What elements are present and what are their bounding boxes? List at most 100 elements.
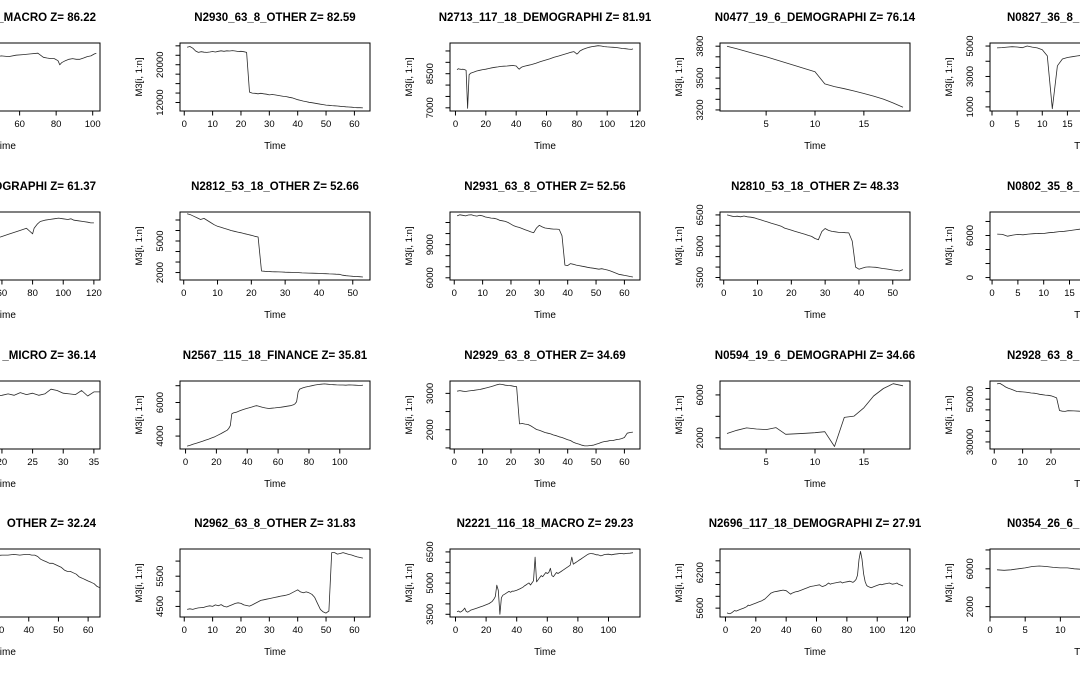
x-axis-label: Time: [1074, 310, 1080, 321]
x-tick-label: 60: [273, 457, 284, 468]
plot-svg: N2929_63_8_OTHER Z= 34.69 M3[i, 1:n] 0 10 20…: [404, 350, 641, 490]
plot-cell: N2567_115_18_FINANCE Z= 35.81 M3[i, 1:n] 0…: [118, 338, 388, 507]
plot-cell: _MACRO Z= 86.22 60 80 100 Time: [0, 0, 118, 169]
plot-cell: N2221_116_18_MACRO Z= 29.23 M3[i, 1:n] 0 20…: [388, 506, 658, 675]
y-tick-label: 4000: [155, 425, 166, 446]
x-tick-label: 40: [314, 288, 325, 299]
x-tick-label: 60: [619, 457, 630, 468]
plot-svg: OTHER Z= 32.24 30 40 50 60 Time: [0, 518, 101, 658]
x-tick-label: 100: [85, 119, 101, 130]
plot-svg: N2928_63_8_ M3[i, 1:n] 0 10 20 30000 50000 Time: [944, 350, 1080, 490]
y-axis-label: M3[i, 1:n]: [404, 57, 415, 96]
x-tick-label: 10: [207, 625, 218, 636]
x-tick-label: 30: [58, 457, 69, 468]
y-tick-label: 2000: [965, 596, 976, 617]
x-axis-label: Time: [534, 647, 556, 658]
plot-cell: EMOGRAPHI Z= 61.37 60 80 100 120 Time: [0, 169, 118, 338]
plot-title: N0594_19_6_DEMOGRAPHI Z= 34.66: [715, 350, 915, 362]
series-line: [456, 214, 633, 278]
x-axis-label: Time: [0, 479, 16, 490]
series-line: [996, 565, 1080, 571]
x-tick-label: 60: [349, 119, 360, 130]
x-tick-label: 0: [992, 457, 997, 468]
x-tick-label: 10: [212, 288, 223, 299]
x-tick-label: 60: [83, 625, 94, 636]
y-tick-label: 2000: [425, 419, 436, 440]
y-axis-label: M3[i, 1:n]: [674, 57, 685, 96]
x-tick-label: 30: [0, 625, 4, 636]
x-tick-label: 5: [1014, 119, 1019, 130]
x-tick-label: 0: [452, 288, 457, 299]
y-tick-label: 5000: [965, 35, 976, 56]
y-tick-label: 5000: [695, 235, 706, 256]
y-axis-label: M3[i, 1:n]: [134, 226, 145, 265]
series-line: [187, 383, 363, 446]
x-tick-label: 30: [264, 625, 275, 636]
plot-cell: N0827_36_8_ M3[i, 1:n] 0 5 10 15 1000 3000 5000 T…: [928, 0, 1080, 169]
y-axis-label: M3[i, 1:n]: [134, 564, 145, 603]
x-tick-label: 0: [453, 119, 458, 130]
plot-title: N2713_117_18_DEMOGRAPHI Z= 81.91: [439, 12, 652, 24]
plot-box: [449, 548, 641, 618]
x-tick-label: 0: [182, 625, 187, 636]
y-tick-label: 50000: [965, 385, 976, 411]
plot-box: [989, 380, 1080, 449]
series-line: [997, 228, 1080, 237]
x-tick-label: 0: [182, 119, 187, 130]
plot-svg: N2812_53_18_OTHER Z= 52.66 M3[i, 1:n] 0 10 2…: [134, 181, 371, 321]
series-line: [996, 45, 1080, 110]
plot-box: [719, 548, 911, 618]
x-axis-label: Time: [264, 479, 286, 490]
y-tick-label: 3000: [425, 382, 436, 403]
y-tick-label: 5600: [695, 598, 706, 619]
plot-svg: _MACRO Z= 86.22 60 80 100 Time: [0, 12, 101, 152]
y-axis-label: M3[i, 1:n]: [404, 226, 415, 265]
plot-cell: N0477_19_6_DEMOGRAPHI Z= 76.14 M3[i, 1:n]…: [658, 0, 928, 169]
x-tick-label: 15: [859, 457, 870, 468]
plot-svg: N2931_63_8_OTHER Z= 52.56 M3[i, 1:n] 0 10 20…: [404, 181, 641, 321]
x-axis-label: Time: [804, 141, 826, 152]
x-tick-label: 100: [599, 119, 615, 130]
y-tick-label: 5500: [155, 566, 166, 587]
plot-cell: N0802_35_8_ M3[i, 1:n] 0 5 10 15 0 6000 Time: [928, 169, 1080, 338]
y-tick-label: 2000: [695, 427, 706, 448]
x-tick-label: 120: [86, 288, 102, 299]
plot-cell: N0594_19_6_DEMOGRAPHI Z= 34.66 M3[i, 1:n]…: [658, 338, 928, 507]
plot-cell: OTHER Z= 32.24 30 40 50 60 Time: [0, 506, 118, 675]
y-tick-label: 12000: [155, 89, 166, 115]
plot-cell: N2928_63_8_ M3[i, 1:n] 0 10 20 30000 50000 Time: [928, 338, 1080, 507]
x-tick-label: 80: [304, 457, 315, 468]
series-line: [0, 217, 94, 238]
y-tick-label: 7000: [425, 97, 436, 118]
x-axis-label: Time: [264, 310, 286, 321]
series-line: [0, 52, 97, 66]
plot-title: N2931_63_8_OTHER Z= 52.56: [464, 181, 625, 193]
y-axis-label: M3[i, 1:n]: [404, 395, 415, 434]
x-tick-label: 0: [989, 288, 994, 299]
x-tick-label: 15: [859, 119, 870, 130]
plot-box: [179, 548, 371, 618]
x-axis-label: Time: [1074, 141, 1080, 152]
x-tick-label: 5: [763, 119, 768, 130]
x-tick-label: 10: [477, 457, 488, 468]
series-line: [726, 382, 904, 447]
x-tick-label: 20: [236, 625, 247, 636]
y-tick-label: 4500: [155, 596, 166, 617]
plot-svg: N2567_115_18_FINANCE Z= 35.81 M3[i, 1:n] 0…: [134, 350, 371, 490]
x-tick-label: 10: [752, 288, 763, 299]
plot-cell: N2696_117_18_DEMOGRAPHI Z= 27.91 M3[i, 1:…: [658, 506, 928, 675]
plot-title: N2930_63_8_OTHER Z= 82.59: [194, 12, 355, 24]
plot-svg: N2962_63_8_OTHER Z= 31.83 M3[i, 1:n] 0 10 20…: [134, 518, 371, 658]
x-axis-label: Time: [1074, 479, 1080, 490]
plot-svg: N2221_116_18_MACRO Z= 29.23 M3[i, 1:n] 0 20…: [404, 518, 641, 658]
plot-box: [449, 380, 641, 449]
x-tick-label: 60: [541, 119, 552, 130]
plot-cell: N2812_53_18_OTHER Z= 52.66 M3[i, 1:n] 0 10 2…: [118, 169, 388, 338]
y-tick-label: 20000: [155, 52, 166, 78]
y-tick-label: 3800: [695, 36, 706, 57]
x-axis-label: Time: [534, 310, 556, 321]
plot-svg: N2810_53_18_OTHER Z= 48.33 M3[i, 1:n] 0 10 2…: [674, 181, 911, 321]
series-line: [457, 383, 633, 446]
x-tick-label: 50: [887, 288, 898, 299]
